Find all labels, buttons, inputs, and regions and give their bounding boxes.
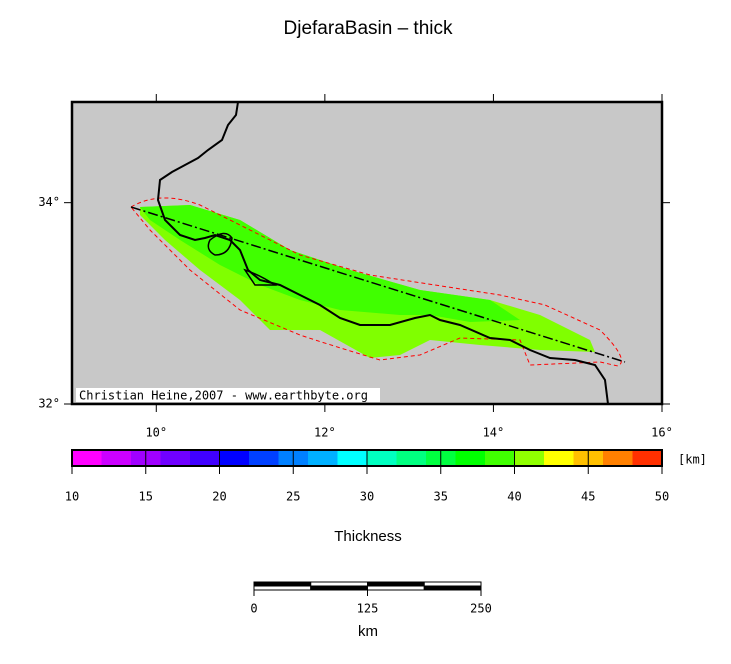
color-swatch — [101, 450, 132, 466]
color-swatch — [603, 450, 633, 466]
color-swatch — [367, 450, 397, 466]
credit-box — [76, 388, 380, 402]
map-frame — [70, 100, 664, 406]
scalebar-segment — [423, 581, 482, 587]
color-swatch — [396, 450, 427, 466]
color-swatch — [160, 450, 191, 466]
scalebar-tick-label: 250 — [470, 602, 492, 616]
scalebar-segment — [423, 585, 482, 591]
colorbar-tick-label: 40 — [507, 490, 521, 504]
color-swatch — [72, 450, 102, 466]
colorbar-unit: [km] — [678, 453, 707, 467]
colorbar-tick-label: 50 — [655, 490, 669, 504]
coastline-detail — [207, 232, 278, 286]
map-background — [72, 102, 662, 404]
scalebar-segment — [253, 585, 312, 591]
scalebar-tick-label: 125 — [357, 602, 379, 616]
profile-line — [130, 206, 626, 363]
color-swatch — [514, 450, 545, 466]
colorbar-tick-label: 15 — [139, 490, 153, 504]
colorbar-tick-label: 25 — [286, 490, 300, 504]
colorbar-tick-label: 20 — [212, 490, 226, 504]
colorbar-tick-label: 10 — [65, 490, 79, 504]
color-swatch — [190, 450, 220, 466]
color-swatch — [219, 450, 250, 466]
x-tick-label: 12° — [314, 426, 336, 440]
scalebar-segment — [367, 581, 425, 587]
colorbar-tick-label: 45 — [581, 490, 595, 504]
colorbar-tick-label: 35 — [434, 490, 448, 504]
y-tick-label: 32° — [38, 397, 60, 411]
basin-inner — [140, 205, 520, 322]
scalebar-segment — [253, 581, 312, 587]
color-swatch — [337, 450, 368, 466]
color-swatch — [485, 450, 515, 466]
color-swatch — [544, 450, 574, 466]
color-swatch — [632, 450, 663, 466]
uncertainty-outline — [130, 197, 622, 367]
x-tick-label: 14° — [483, 426, 505, 440]
x-tick-label: 10° — [145, 426, 167, 440]
color-swatch — [455, 450, 486, 466]
scalebar-tick-label: 0 — [250, 602, 257, 616]
colorbar-label: Thickness — [334, 528, 402, 545]
x-tick-label: 16° — [651, 426, 673, 440]
color-swatch — [308, 450, 338, 466]
title: DjefaraBasin – thick — [284, 18, 453, 39]
colorbar-tick-label: 30 — [360, 490, 374, 504]
scalebar-segment — [310, 585, 368, 591]
scalebar-segment — [310, 581, 368, 587]
scalebar-unit: km — [358, 623, 378, 640]
color-swatch — [249, 450, 279, 466]
y-tick-label: 34° — [38, 195, 60, 209]
scalebar-segment — [367, 585, 425, 591]
credit: Christian Heine,2007 - www.earthbyte.org — [79, 389, 368, 403]
coastline — [156, 101, 609, 405]
